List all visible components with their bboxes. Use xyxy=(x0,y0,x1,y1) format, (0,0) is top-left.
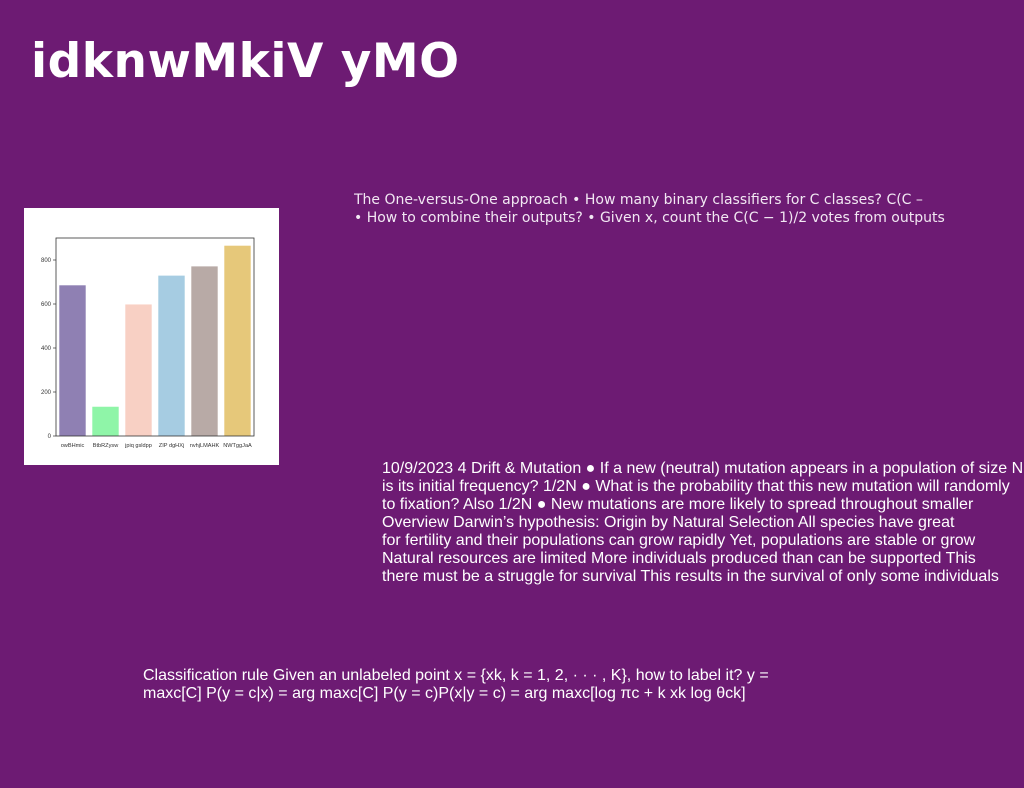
x-tick-label: NWTggJaA xyxy=(223,443,252,449)
x-tick-label: BtbRZysw xyxy=(93,443,119,449)
text-line: is its initial frequency? 1/2N ● What is… xyxy=(382,478,1010,495)
x-tick-label: nvhjLMAHK xyxy=(190,443,220,449)
text-line: there must be a struggle for survival Th… xyxy=(382,568,999,585)
bar-3 xyxy=(158,275,185,436)
text-line: The One-versus-One approach • How many b… xyxy=(354,192,923,208)
text-line: Classification rule Given an unlabeled p… xyxy=(143,667,769,684)
slide-title: idknwMkiV yMO xyxy=(31,34,460,89)
y-tick-label: 600 xyxy=(41,302,52,308)
bar-1 xyxy=(92,406,119,436)
drift-mutation-text: 10/9/2023 4 Drift & Mutation ● If a new … xyxy=(382,460,1024,586)
one-vs-one-text: The One-versus-One approach • How many b… xyxy=(354,191,1020,227)
y-tick-label: 400 xyxy=(41,346,52,352)
x-tick-label: owBHmic xyxy=(61,443,85,449)
text-line: • How to combine their outputs? • Given … xyxy=(354,210,945,226)
text-line: for fertility and their populations can … xyxy=(382,532,976,549)
plot-frame xyxy=(55,237,255,437)
bar-0 xyxy=(59,285,86,436)
bar-4 xyxy=(191,266,218,436)
text-line: Overview Darwin’s hypothesis: Origin by … xyxy=(382,514,955,531)
text-line: Natural resources are limited More indiv… xyxy=(382,550,976,567)
classification-rule-text: Classification rule Given an unlabeled p… xyxy=(143,667,903,703)
x-tick-label: ZIP dgHXj xyxy=(159,443,184,449)
bar-chart: owBHmic BtbRZysw jpiq gsldpp ZIP dgHXj nvhjL… xyxy=(41,237,255,449)
bar-2 xyxy=(125,304,152,436)
y-tick-label: 0 xyxy=(48,434,52,440)
text-line: maxc[C] P(y = c|x) = arg maxc[C] P(y = c… xyxy=(143,685,746,702)
y-tick-label: 200 xyxy=(41,390,52,396)
y-tick-label: 800 xyxy=(41,258,52,264)
text-line: 10/9/2023 4 Drift & Mutation ● If a new … xyxy=(382,460,1024,477)
x-tick-label: jpiq gsldpp xyxy=(124,443,152,449)
bar-5 xyxy=(224,245,251,436)
text-line: to fixation? Also 1/2N ● New mutations a… xyxy=(382,496,974,513)
bar-chart-image: owBHmic BtbRZysw jpiq gsldpp ZIP dgHXj nvhjL… xyxy=(24,208,279,465)
